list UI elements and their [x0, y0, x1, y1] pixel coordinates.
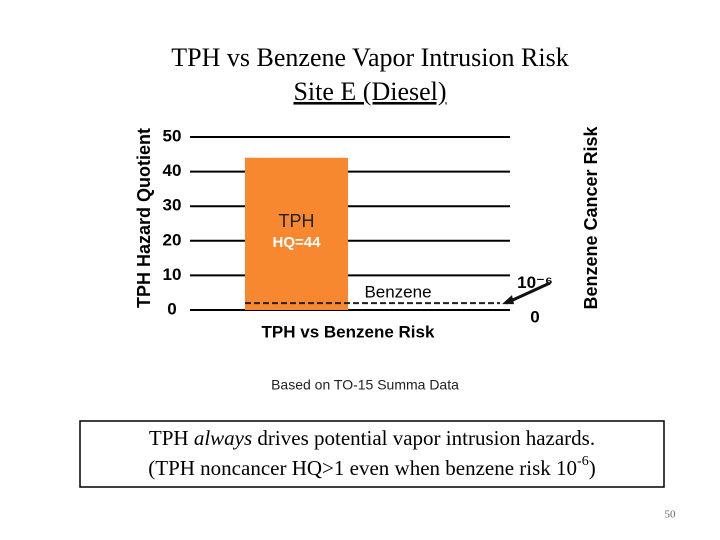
y-tick-label: 50 — [163, 126, 182, 145]
chart-title: TPH vs Benzene Vapor Intrusion Risk — [171, 43, 568, 72]
caption-line: (TPH noncancer HQ>1 even when benzene ri… — [148, 454, 595, 480]
caption-text: ) — [589, 456, 596, 480]
page-number: 50 — [665, 509, 677, 521]
caption-text: always — [194, 426, 252, 450]
data-label: HQ=44 — [273, 234, 322, 251]
caption-text: (TPH noncancer HQ>1 even when benzene ri… — [148, 456, 577, 480]
x-tick-label: TPH vs Benzene Risk — [262, 322, 435, 341]
caption-text: TPH — [149, 426, 194, 450]
chart-subtitle: Site E (Diesel) — [293, 77, 446, 106]
y-tick-label: 40 — [163, 161, 182, 180]
series-label: TPH — [279, 211, 315, 231]
y-tick-label: 10 — [163, 265, 182, 284]
caption-line: TPH always drives potential vapor intrus… — [149, 426, 595, 450]
arrow-head — [502, 295, 514, 305]
y2-tick-label: 0 — [530, 307, 539, 326]
caption-box — [79, 420, 665, 488]
y-tick-label: 30 — [163, 196, 182, 215]
y2-axis-title: Benzene Cancer Risk — [581, 125, 601, 309]
caption-superscript: -6 — [577, 454, 589, 469]
series-label: Benzene — [364, 283, 431, 302]
note: Based on TO-15 Summa Data — [271, 377, 459, 393]
y-tick-label: 20 — [163, 230, 182, 249]
caption-text: drives potential vapor intrusion hazards… — [252, 426, 595, 450]
arrow — [505, 281, 551, 305]
bar — [245, 157, 348, 310]
y-tick-label: 0 — [167, 299, 176, 318]
y-axis-title: TPH Hazard Quotient — [134, 128, 154, 308]
